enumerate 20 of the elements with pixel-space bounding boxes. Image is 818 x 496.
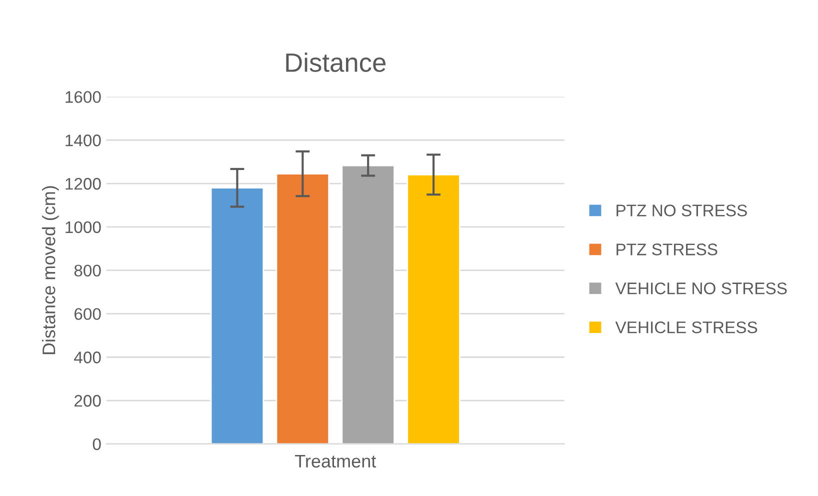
y-tick-label: 0 [92, 438, 101, 450]
legend-label: PTZ STRESS [616, 244, 718, 256]
y-axis-title: Distance moved (cm) [42, 186, 59, 354]
y-tick-label: 800 [74, 264, 101, 277]
y-tick-label: 600 [74, 308, 101, 320]
y-tick-label: 400 [74, 352, 101, 364]
legend-label: VEHICLE NO STRESS [615, 282, 787, 294]
y-tick-label: 200 [74, 394, 101, 407]
legend-label: VEHICLE STRESS [615, 321, 758, 334]
bar [210, 187, 264, 444]
bar [341, 164, 395, 444]
y-tick-label: 1200 [66, 178, 101, 190]
bar [406, 174, 460, 444]
legend-label: PTZ NO STRESS [616, 204, 747, 216]
chart-title: Distance [286, 52, 386, 72]
y-tick-label: 1000 [66, 221, 101, 234]
x-axis-title: Treatment [294, 455, 376, 468]
y-tick-label: 1400 [66, 134, 101, 146]
bar [276, 173, 330, 444]
y-tick-label: 1600 [66, 91, 101, 103]
